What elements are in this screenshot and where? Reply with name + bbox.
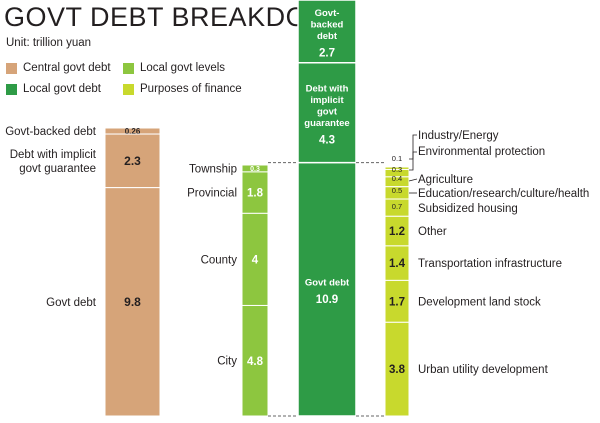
leader-line-industry bbox=[409, 134, 417, 160]
local-debt-segment-label: govt bbox=[317, 106, 338, 117]
purposes-segment-label: Industry/Energy bbox=[418, 130, 499, 142]
local-debt-segment-label: debt bbox=[317, 31, 338, 42]
local-debt-value-label: 2.7 bbox=[319, 47, 335, 59]
legend-swatch-purposes bbox=[123, 83, 134, 95]
purposes-value-label: 0.3 bbox=[392, 165, 402, 174]
purposes-value-label: 1.7 bbox=[389, 296, 405, 308]
legend-swatch-central bbox=[6, 62, 17, 74]
legend-label-local-debt: Local govt debt bbox=[23, 83, 102, 95]
levels-value-label: 1.8 bbox=[247, 188, 264, 200]
local-debt-segment-label: implicit bbox=[310, 95, 344, 106]
purposes-segment-label: Transportation infrastructure bbox=[418, 258, 562, 270]
central-value-label: 9.8 bbox=[124, 295, 141, 309]
purposes-value-label: 0.5 bbox=[392, 186, 402, 195]
legend-label-local-levels: Local govt levels bbox=[140, 62, 226, 74]
purposes-segment-label: Environmental protection bbox=[418, 146, 545, 158]
leader-line-agriculture bbox=[408, 178, 418, 182]
local-debt-segment-label: guarantee bbox=[304, 118, 349, 129]
purposes-value-label: 0.1 bbox=[392, 154, 402, 163]
legend-swatch-local-levels bbox=[123, 62, 134, 74]
local-debt-segment-label: Debt with bbox=[306, 83, 349, 94]
local-debt-segment-label: Govt debt bbox=[305, 277, 350, 288]
levels-segment-label: Township bbox=[189, 163, 237, 175]
local-debt-bar-segment bbox=[297, 0, 357, 64]
legend-swatch-local-debt bbox=[6, 83, 17, 95]
local-debt-value-label: 10.9 bbox=[316, 294, 338, 306]
levels-bar-segment bbox=[241, 304, 269, 417]
levels-value-label: 0.3 bbox=[250, 166, 260, 173]
central-segment-label: Debt with implicit bbox=[10, 149, 97, 161]
central-segment-label: Govt debt bbox=[46, 297, 97, 309]
levels-bar-segment bbox=[241, 212, 269, 306]
levels-value-label: 4.8 bbox=[247, 356, 264, 368]
purposes-bar-segment bbox=[384, 321, 410, 417]
purposes-segment-label: Education/research/culture/health bbox=[418, 188, 589, 200]
legend-label-central: Central govt debt bbox=[23, 62, 111, 74]
purposes-segment-label: Agriculture bbox=[418, 174, 473, 186]
central-value-label: 2.3 bbox=[124, 154, 141, 168]
local-debt-bar-segment bbox=[297, 61, 357, 164]
purposes-segment-label: Other bbox=[418, 226, 447, 238]
legend-item-purposes: Purposes of finance bbox=[123, 83, 242, 95]
chart-title: GOVT DEBT BREAKDOWN bbox=[4, 2, 354, 32]
levels-value-label: 4 bbox=[252, 254, 259, 266]
levels-segment-label: City bbox=[217, 356, 237, 368]
central-value-label: 0.26 bbox=[125, 127, 141, 136]
purposes-value-label: 3.8 bbox=[389, 364, 406, 376]
purposes-segment-label: Urban utility development bbox=[418, 364, 549, 376]
local-debt-segment-label: backed bbox=[311, 19, 344, 30]
legend-label-purposes: Purposes of finance bbox=[140, 83, 242, 95]
legend-item-local-debt: Local govt debt bbox=[6, 83, 101, 95]
levels-segment-label: County bbox=[201, 254, 238, 266]
central-segment-label: Govt-backed debt bbox=[5, 126, 97, 138]
central-bar-segment bbox=[104, 187, 161, 417]
purposes-value-label: 1.2 bbox=[389, 226, 405, 238]
central-bar-segment bbox=[104, 133, 161, 189]
central-segment-label: govt guarantee bbox=[19, 163, 96, 175]
local-debt-bar-segment bbox=[297, 161, 357, 417]
levels-segment-label: Provincial bbox=[187, 188, 237, 200]
purposes-segment-label: Development land stock bbox=[418, 296, 541, 308]
unit-label: Unit: trillion yuan bbox=[6, 37, 92, 49]
local-debt-segment-label: Govt- bbox=[315, 8, 340, 19]
legend-item-central: Central govt debt bbox=[6, 62, 111, 74]
leader-line-environment bbox=[409, 151, 417, 171]
local-debt-value-label: 4.3 bbox=[319, 134, 335, 146]
purposes-value-label: 0.7 bbox=[392, 202, 402, 211]
legend-item-local-levels: Local govt levels bbox=[123, 62, 225, 74]
purposes-segment-label: Subsidized housing bbox=[418, 203, 518, 215]
purposes-value-label: 0.4 bbox=[392, 174, 402, 183]
purposes-value-label: 1.4 bbox=[389, 258, 406, 270]
